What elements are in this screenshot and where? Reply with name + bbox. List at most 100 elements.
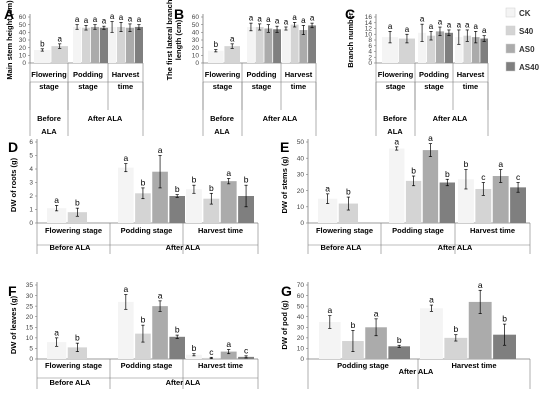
y-tick-label: 5 — [29, 153, 33, 160]
y-tick-label: 2 — [29, 193, 33, 200]
bar-ck — [318, 198, 338, 223]
bar-s40 — [338, 203, 358, 223]
y-tick-label: 1 — [29, 207, 33, 214]
y-tick-label: 0 — [22, 60, 26, 67]
significance-letter: b — [214, 40, 219, 49]
significance-letter: c — [481, 172, 486, 182]
bar-as40 — [134, 26, 143, 63]
y-axis-label: Main stem height (cm) — [5, 0, 14, 80]
legend-label: S40 — [519, 27, 534, 36]
y-tick-label: 4 — [29, 166, 33, 173]
bar-as0 — [152, 171, 168, 223]
category-label: Podding stage — [121, 361, 173, 370]
chart-panel-g: G 0 10 20 30 40 50 60 70 DW of pod (g) Podding sta… — [280, 280, 531, 389]
significance-letter: b — [141, 177, 146, 187]
panel-letter: E — [280, 139, 289, 155]
category-label: Podding stage — [121, 226, 173, 235]
y-tick-label: 14 — [365, 20, 373, 27]
group-label: Before — [383, 114, 407, 123]
significance-letter: a — [292, 13, 297, 22]
y-tick-label: 35 — [26, 282, 34, 289]
category-label: Harvest time — [457, 70, 485, 91]
bar-as40 — [444, 32, 453, 63]
bar-ck — [389, 148, 405, 223]
significance-letter: a — [84, 16, 89, 25]
y-tick-label: 0 — [195, 60, 199, 67]
group-label: After ALA — [263, 114, 298, 123]
bar-ck — [108, 26, 117, 63]
category-label: Harvest time — [451, 361, 496, 370]
significance-letter: a — [102, 17, 107, 26]
significance-letter: a — [158, 145, 163, 155]
significance-letter: b — [351, 320, 356, 330]
category-label: Podding stage — [337, 361, 389, 370]
bar-as0 — [125, 27, 135, 63]
y-tick-label: 50 — [297, 303, 305, 310]
category-label: Harvest time — [198, 226, 243, 235]
y-tick-label: 10 — [19, 53, 27, 60]
group-label: After ALA — [438, 243, 473, 252]
y-tick-label: 70 — [297, 282, 305, 289]
bar-ck — [319, 322, 341, 359]
y-tick-label: 6 — [29, 139, 33, 146]
panel-letter: G — [281, 283, 292, 299]
y-tick-label: 0 — [300, 356, 304, 363]
significance-letter: a — [429, 295, 434, 305]
y-tick-label: 15 — [26, 324, 34, 331]
significance-letter: a — [275, 17, 280, 26]
chart-panel-d: D 0 1 2 3 4 5 6 DW of roots (g) Flowering stage a b… — [8, 139, 259, 254]
y-tick-label: 30 — [26, 293, 34, 300]
legend: CK S40 AS0 AS40 — [505, 7, 540, 72]
y-tick-label: 20 — [192, 45, 200, 52]
bar-s40 — [67, 212, 87, 223]
legend-label: AS40 — [519, 63, 540, 72]
significance-letter: c — [516, 172, 521, 182]
bar-s40 — [203, 198, 220, 223]
group-label: ALA — [41, 127, 57, 136]
bar-ck — [418, 32, 427, 63]
group-label: After ALA — [88, 114, 123, 123]
significance-letter: a — [266, 15, 271, 24]
significance-letter: b — [175, 184, 180, 194]
bar-as0 — [90, 26, 100, 63]
bar-as40 — [480, 38, 488, 63]
bar-s40 — [463, 35, 472, 63]
bar-s40 — [116, 26, 126, 63]
significance-letter: a — [249, 14, 254, 23]
y-tick-label: 0 — [29, 220, 33, 227]
y-axis-label: DW of roots (g) — [9, 157, 18, 212]
significance-letter: a — [482, 26, 487, 35]
bar-as0 — [299, 30, 308, 63]
significance-letter: a — [310, 14, 315, 23]
bar-ck — [47, 208, 67, 223]
category-label: Flowering stage — [378, 70, 414, 91]
bar-ck — [458, 179, 474, 223]
bar-ck — [34, 49, 51, 63]
y-tick-label: 30 — [297, 324, 305, 331]
category-label: Harvest time — [470, 226, 515, 235]
bar-as40 — [388, 346, 410, 359]
bar-s40 — [135, 333, 151, 359]
bar-as0 — [422, 150, 439, 223]
y-tick-label: 60 — [19, 14, 27, 21]
significance-letter: a — [226, 339, 231, 349]
significance-letter: b — [192, 175, 197, 185]
y-tick-label: 5 — [29, 346, 33, 353]
significance-letter: a — [75, 15, 80, 24]
significance-letter: b — [244, 175, 249, 185]
significance-letter: a — [473, 22, 478, 31]
bar-as40 — [493, 334, 516, 359]
bar-s40 — [475, 188, 492, 223]
bar-as40 — [439, 182, 455, 223]
category-label: Podding stage — [73, 70, 103, 91]
y-tick-label: 8 — [368, 37, 372, 44]
y-tick-label: 40 — [19, 30, 27, 37]
panel-letter: A — [4, 6, 14, 22]
y-tick-label: 30 — [192, 37, 200, 44]
significance-letter: b — [346, 187, 351, 197]
group-label: Before — [37, 114, 61, 123]
y-tick-label: 12 — [365, 26, 373, 33]
significance-letter: b — [453, 324, 458, 334]
